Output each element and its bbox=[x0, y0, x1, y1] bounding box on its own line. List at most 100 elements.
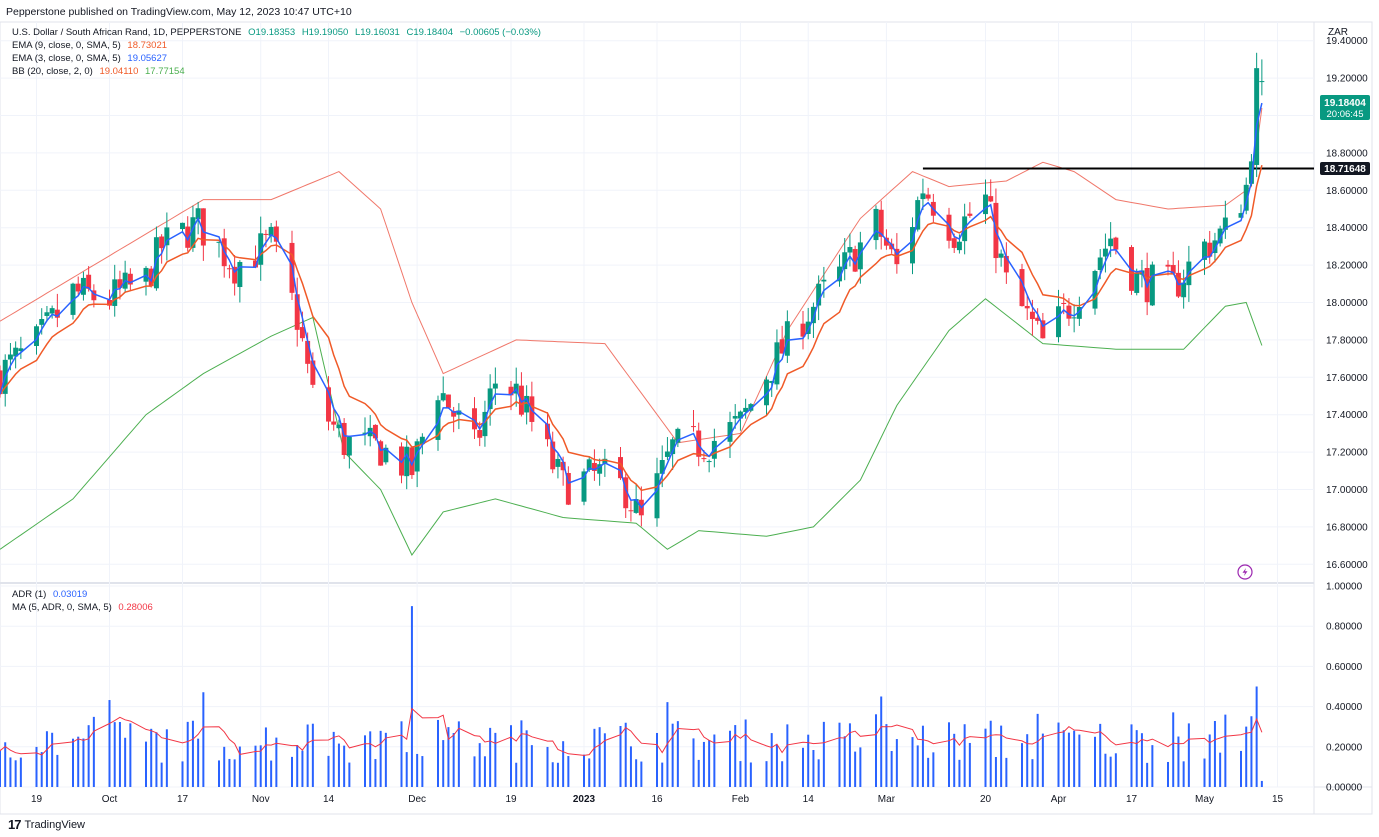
candle-body bbox=[550, 441, 556, 470]
candle-body bbox=[326, 387, 331, 422]
candle-body bbox=[1217, 228, 1223, 244]
candle-body bbox=[1102, 248, 1108, 257]
candle-body bbox=[18, 348, 24, 352]
candle-body bbox=[508, 386, 514, 396]
price-tick-label: 16.80000 bbox=[1326, 522, 1368, 533]
candle-body bbox=[816, 283, 822, 306]
candle-body bbox=[1243, 184, 1249, 211]
symbol-row: U.S. Dollar / South African Rand, 1D, PE… bbox=[12, 26, 545, 39]
candle-body bbox=[1066, 305, 1072, 319]
candle-body bbox=[263, 233, 269, 235]
price-tick-label: 18.80000 bbox=[1326, 148, 1368, 159]
candle-body bbox=[268, 226, 274, 236]
candle-body bbox=[837, 266, 842, 282]
candle-body bbox=[34, 326, 39, 347]
candle-body bbox=[180, 222, 185, 230]
lightning-icon[interactable] bbox=[1237, 564, 1253, 580]
candle-body bbox=[659, 460, 665, 474]
candle-body bbox=[591, 462, 597, 471]
candle-body bbox=[164, 227, 170, 246]
adr-tick-label: 0.80000 bbox=[1326, 622, 1363, 633]
price-tick-label: 18.60000 bbox=[1326, 186, 1368, 197]
candle-body bbox=[237, 261, 243, 288]
candle-body bbox=[769, 380, 775, 383]
candlestick-layer bbox=[0, 52, 1265, 527]
candle-body bbox=[623, 477, 629, 509]
candle-body bbox=[560, 461, 566, 471]
open-value: O19.18353 bbox=[248, 27, 296, 38]
candle-body bbox=[409, 447, 415, 476]
grid-layer bbox=[0, 22, 1314, 788]
candle-body bbox=[1097, 257, 1103, 270]
candle-body bbox=[305, 340, 311, 364]
candle-body bbox=[1202, 241, 1207, 260]
bb-lower-line bbox=[0, 298, 1263, 556]
candle-body bbox=[492, 383, 498, 389]
candle-body bbox=[1056, 306, 1061, 338]
candle-body bbox=[440, 393, 446, 401]
candle-body bbox=[743, 407, 749, 413]
price-tick-label: 17.20000 bbox=[1326, 448, 1368, 459]
price-tick-label: 18.20000 bbox=[1326, 261, 1368, 272]
candle-body bbox=[1254, 68, 1260, 165]
candle-body bbox=[1207, 242, 1213, 257]
bb-upper-value: 19.04110 bbox=[99, 66, 139, 77]
bb-lower-value: 17.77154 bbox=[145, 66, 185, 77]
adr-layer bbox=[0, 606, 1263, 787]
ema9-row: EMA (9, close, 0, SMA, 5) 18.73021 bbox=[12, 39, 545, 52]
time-tick-label: 17 bbox=[177, 794, 189, 805]
candle-body bbox=[602, 458, 608, 464]
candle-body bbox=[1134, 273, 1140, 293]
candle-body bbox=[967, 213, 973, 216]
candle-body bbox=[1238, 213, 1244, 218]
candle-body bbox=[628, 510, 634, 512]
candle-body bbox=[737, 411, 743, 419]
candle-body bbox=[1149, 264, 1155, 306]
candle-body bbox=[852, 249, 858, 272]
adr-legend: ADR (1) 0.03019 MA (5, ADR, 0, SMA, 5) 0… bbox=[12, 588, 157, 614]
publisher-line: Pepperstone published on TradingView.com… bbox=[6, 6, 352, 18]
low-value: L19.16031 bbox=[354, 27, 400, 38]
adr-tick-label: 0.60000 bbox=[1326, 662, 1363, 673]
candle-body bbox=[670, 439, 676, 455]
candle-body bbox=[13, 347, 19, 357]
candle-body bbox=[1259, 81, 1265, 83]
candle-body bbox=[586, 459, 592, 470]
candle-body bbox=[451, 410, 457, 417]
bb-row: BB (20, close, 2, 0) 19.04110 17.77154 bbox=[12, 65, 545, 78]
ema9-label: EMA (9, close, 0, SMA, 5) bbox=[12, 40, 121, 51]
time-tick-label: 14 bbox=[803, 794, 815, 805]
candle-body bbox=[445, 394, 451, 408]
currency-label: ZAR bbox=[1328, 27, 1348, 38]
candle-body bbox=[805, 321, 811, 334]
candle-body bbox=[764, 379, 769, 406]
candle-body bbox=[1035, 317, 1041, 321]
ema3-row: EMA (3, close, 0, SMA, 5) 19.05627 bbox=[12, 52, 545, 65]
candle-body bbox=[86, 274, 92, 289]
candle-body bbox=[925, 194, 931, 199]
adr-tick-label: 0.00000 bbox=[1326, 783, 1363, 794]
candle-body bbox=[675, 428, 681, 443]
level-tag-value: 18.71648 bbox=[1324, 164, 1366, 175]
candle-body bbox=[107, 300, 112, 306]
time-tick-label: 2023 bbox=[573, 794, 596, 805]
candle-body bbox=[779, 339, 785, 354]
candle-body bbox=[378, 441, 384, 466]
candle-body bbox=[998, 253, 1004, 258]
candle-body bbox=[1003, 255, 1009, 273]
candle-body bbox=[346, 436, 352, 456]
time-tick-label: 19 bbox=[31, 794, 43, 805]
candle-body bbox=[910, 227, 915, 264]
candle-body bbox=[727, 422, 733, 442]
candle-body bbox=[618, 457, 623, 479]
candle-body bbox=[988, 196, 994, 202]
price-tick-label: 17.40000 bbox=[1326, 410, 1368, 421]
candle-body bbox=[331, 421, 337, 425]
candle-body bbox=[1108, 238, 1114, 247]
time-tick-label: 17 bbox=[1126, 794, 1138, 805]
candle-body bbox=[477, 430, 483, 438]
time-tick-label: May bbox=[1195, 794, 1214, 805]
price-legend: U.S. Dollar / South African Rand, 1D, PE… bbox=[12, 26, 545, 78]
bollinger-band-layer bbox=[0, 107, 1263, 556]
candle-body bbox=[49, 308, 55, 314]
